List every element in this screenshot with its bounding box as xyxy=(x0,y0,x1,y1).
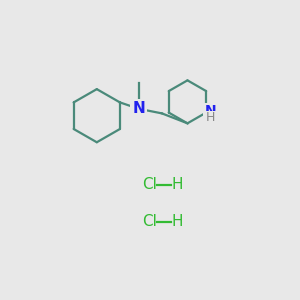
Text: H: H xyxy=(172,178,183,193)
Text: N: N xyxy=(205,104,216,118)
Text: Cl: Cl xyxy=(142,178,157,193)
Text: H: H xyxy=(172,214,183,230)
Text: N: N xyxy=(132,101,145,116)
Text: H: H xyxy=(206,111,215,124)
Text: Cl: Cl xyxy=(142,214,157,230)
